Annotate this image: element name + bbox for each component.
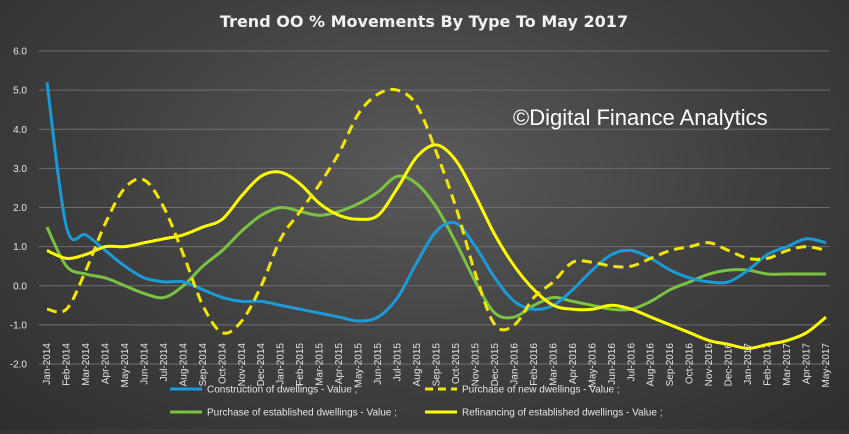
x-tick-label: Dec-2016 — [724, 343, 735, 387]
x-tick-label: Nov-2014 — [237, 343, 248, 387]
x-tick-label: Mar-2017 — [782, 343, 793, 386]
legend: Construction of dwellings - Value ; Purch… — [170, 385, 663, 419]
x-axis-ticks: Jan-2014 Feb-2014 Mar-2014 Apr-2014 May-2014… — [42, 343, 832, 388]
x-tick-label: Oct-2016 — [685, 343, 696, 385]
x-tick-label: Jun-2015 — [373, 343, 384, 385]
gridlines — [39, 50, 830, 365]
x-tick-label: Sep-2015 — [432, 343, 443, 387]
x-tick-label: Apr-2014 — [100, 343, 111, 385]
x-tick-label: Jan-2014 — [42, 343, 53, 385]
x-tick-label: Feb-2015 — [295, 343, 306, 386]
x-tick-label: Apr-2017 — [802, 343, 813, 385]
legend-label: Purchase of new dwellings - Value ; — [462, 385, 620, 396]
y-tick-label: -2.0 — [10, 360, 28, 371]
x-tick-label: Apr-2015 — [334, 343, 345, 385]
x-tick-label: Mar-2016 — [548, 343, 559, 386]
x-tick-label: Aug-2015 — [412, 343, 423, 387]
watermark-text: ©Digital Finance Analytics — [513, 105, 768, 130]
x-tick-label: May-2017 — [821, 343, 832, 388]
series-line-1 — [46, 87, 827, 335]
y-axis-ticks: -2.0 -1.0 0.0 1.0 2.0 3.0 4.0 5.0 6.0 — [10, 47, 28, 371]
x-tick-label: Nov-2015 — [470, 343, 481, 387]
x-tick-label: Jun-2016 — [607, 343, 618, 385]
x-tick-label: Feb-2017 — [763, 343, 774, 386]
y-tick-label: 6.0 — [13, 47, 27, 58]
series-line-0 — [45, 82, 827, 323]
chart-title: Trend OO % Movements By Type To May 2017 — [220, 12, 628, 31]
x-tick-label: Apr-2016 — [568, 343, 579, 385]
x-tick-label: Sep-2016 — [665, 343, 676, 387]
x-tick-label: Jan-2015 — [276, 343, 287, 385]
y-tick-label: -1.0 — [10, 320, 28, 331]
x-tick-label: Jul-2014 — [159, 343, 170, 382]
x-tick-label: Feb-2014 — [61, 343, 72, 386]
legend-label: Construction of dwellings - Value ; — [207, 385, 357, 396]
x-tick-label: Jan-2016 — [509, 343, 520, 385]
x-tick-label: Oct-2014 — [217, 343, 228, 385]
y-tick-label: 0.0 — [13, 281, 27, 292]
legend-label: Refinancing of established dwellings - V… — [462, 408, 663, 419]
series-lines — [45, 82, 827, 350]
y-tick-label: 4.0 — [13, 125, 27, 136]
x-tick-label: Jul-2016 — [626, 343, 637, 382]
x-tick-label: May-2016 — [587, 343, 598, 388]
y-tick-label: 2.0 — [13, 203, 27, 214]
x-tick-label: Aug-2014 — [178, 343, 189, 387]
x-tick-label: Mar-2015 — [315, 343, 326, 386]
x-tick-label: Jul-2015 — [393, 343, 404, 382]
x-tick-label: Nov-2016 — [704, 343, 715, 387]
x-tick-label: Jun-2014 — [139, 343, 150, 385]
x-tick-label: Dec-2014 — [256, 343, 267, 387]
x-tick-label: Aug-2016 — [646, 343, 657, 387]
x-tick-label: Dec-2015 — [490, 343, 501, 387]
x-tick-label: May-2015 — [354, 343, 365, 388]
x-tick-label: May-2014 — [120, 343, 131, 388]
x-tick-label: Mar-2014 — [81, 343, 92, 386]
y-tick-label: 1.0 — [13, 242, 27, 253]
y-tick-label: 5.0 — [13, 86, 27, 97]
x-tick-label: Feb-2016 — [529, 343, 540, 386]
legend-label: Purchase of established dwellings - Valu… — [207, 408, 397, 419]
x-tick-label: Sep-2014 — [198, 343, 209, 387]
x-tick-label: Oct-2015 — [451, 343, 462, 385]
x-tick-label: Jan-2017 — [743, 343, 754, 385]
y-tick-label: 3.0 — [13, 164, 27, 175]
